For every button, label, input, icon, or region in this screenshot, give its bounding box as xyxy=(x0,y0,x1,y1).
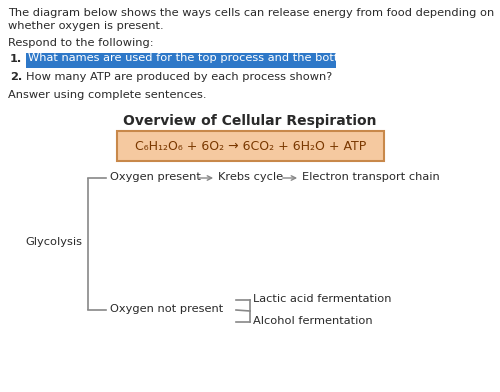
Text: whether oxygen is present.: whether oxygen is present. xyxy=(8,21,164,31)
Text: What names are used for the top process and the bottom process?: What names are used for the top process … xyxy=(28,53,410,63)
Text: The diagram below shows the ways cells can release energy from food depending on: The diagram below shows the ways cells c… xyxy=(8,8,494,18)
Text: Respond to the following:: Respond to the following: xyxy=(8,38,154,48)
Text: C₆H₁₂O₆ + 6O₂ → 6CO₂ + 6H₂O + ATP: C₆H₁₂O₆ + 6O₂ → 6CO₂ + 6H₂O + ATP xyxy=(135,140,366,152)
Text: Alcohol fermentation: Alcohol fermentation xyxy=(253,316,372,326)
Text: Overview of Cellular Respiration: Overview of Cellular Respiration xyxy=(123,114,377,128)
Text: Electron transport chain: Electron transport chain xyxy=(302,172,440,182)
Text: 2.: 2. xyxy=(10,72,22,82)
Text: How many ATP are produced by each process shown?: How many ATP are produced by each proces… xyxy=(26,72,332,82)
FancyBboxPatch shape xyxy=(117,131,384,161)
Text: Krebs cycle: Krebs cycle xyxy=(218,172,283,182)
FancyBboxPatch shape xyxy=(26,53,336,68)
Text: Oxygen present: Oxygen present xyxy=(110,172,201,182)
Text: Answer using complete sentences.: Answer using complete sentences. xyxy=(8,90,206,100)
Text: 1.: 1. xyxy=(10,54,22,64)
Text: Oxygen not present: Oxygen not present xyxy=(110,304,223,314)
Text: Glycolysis: Glycolysis xyxy=(25,237,82,247)
Text: Lactic acid fermentation: Lactic acid fermentation xyxy=(253,294,392,304)
